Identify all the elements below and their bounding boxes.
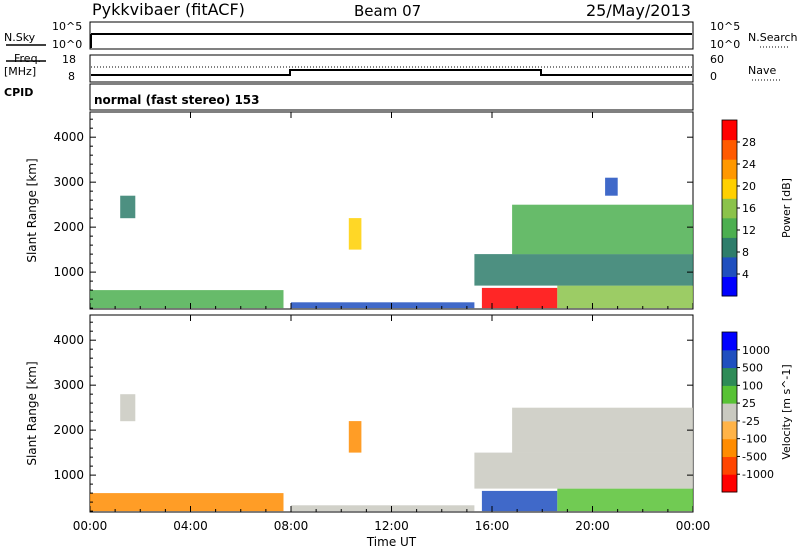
xtick-label-3: 12:00 <box>374 519 409 533</box>
power-panel-region-2 <box>481 287 558 309</box>
ytick-label-0-4000: 4000 <box>53 130 84 144</box>
power-panel-region-4 <box>474 254 693 286</box>
power-panel-region-3 <box>557 285 693 309</box>
velocity-panel-region-3 <box>557 488 693 512</box>
colorbar-1-swatch-7 <box>722 349 737 369</box>
colorbar-1-tick-label-0: 1000 <box>742 344 770 357</box>
nsearch-tick-high: 10^5 <box>710 20 741 33</box>
power-colorbar: 28 24 20 16 12 8 4 Power [dB] <box>721 119 793 297</box>
colorbar-0-tick-label-4: 12 <box>742 224 756 237</box>
ytick-label-1-2000: 2000 <box>53 423 84 437</box>
nsearch-label: N.Search <box>748 31 798 44</box>
velocity-panel-region-5 <box>512 407 693 453</box>
freq-tick-low: 8 <box>68 70 75 83</box>
xtick-label-1: 04:00 <box>173 519 208 533</box>
colorbar-0-swatch-0 <box>722 276 737 297</box>
colorbar-1-swatch-1 <box>722 456 737 475</box>
colorbar-0-swatch-7 <box>722 139 737 160</box>
colorbar-0-tick-label-2: 20 <box>742 180 756 193</box>
ytick-label-0-2000: 2000 <box>53 220 84 234</box>
plot-axes: 1000 2000 3000 4000 Slant Range [km] 1000 2000… <box>25 112 710 549</box>
colorbar-1-tick-label-1: 500 <box>742 362 763 375</box>
colorbar-0-label: Power [dB] <box>780 178 793 238</box>
velocity-data-regions <box>90 394 693 512</box>
colorbar-1-frame <box>721 331 738 493</box>
power-panel-region-5 <box>512 204 693 255</box>
power-panel-region-8 <box>605 177 618 196</box>
velocity-panel-region-4 <box>474 452 693 489</box>
colorbar-1-swatch-4 <box>722 403 737 422</box>
colorbar-1-swatch-6 <box>722 367 737 386</box>
velocity-panel-region-6 <box>120 394 136 422</box>
nsky-tick-high: 10^5 <box>52 20 83 33</box>
cpid-panel-frame <box>89 83 694 111</box>
power-panel-region-0 <box>90 290 284 309</box>
colorbar-0-swatch-4 <box>722 198 737 219</box>
colorbar-1-swatch-8 <box>722 332 737 351</box>
colorbar-1-tick-label-5: -100 <box>742 433 767 446</box>
nsearch-tick-low: 10^0 <box>710 38 741 51</box>
colorbar-0-swatch-5 <box>722 178 737 199</box>
ytick-label-1-1000: 1000 <box>53 468 84 482</box>
colorbar-0-tick-label-0: 28 <box>742 136 756 149</box>
nsky-tick-low: 10^0 <box>52 38 83 51</box>
radar-title: Pykkvibaer (fitACF) <box>92 0 245 19</box>
freq-unit: [MHz] <box>4 65 37 78</box>
velocity-panel-region-1 <box>291 505 475 512</box>
ytick-label-1-4000: 4000 <box>53 333 84 347</box>
colorbar-1-swatch-3 <box>722 420 737 440</box>
colorbar-1-label: Velocity [m s^-1] <box>780 364 793 459</box>
colorbar-1-swatch-2 <box>722 438 737 457</box>
ytick-label-0-3000: 3000 <box>53 175 84 189</box>
xtick-label-2: 08:00 <box>274 519 309 533</box>
date-label: 25/May/2013 <box>586 1 691 20</box>
colorbar-1-swatch-5 <box>722 385 737 404</box>
ylabel-1: Slant Range [km] <box>25 361 39 465</box>
colorbar-0-tick-label-3: 16 <box>742 202 756 215</box>
colorbar-0-tick-label-1: 24 <box>742 158 756 171</box>
colorbar-1-swatch-0 <box>722 474 737 493</box>
power-panel-region-1 <box>291 302 475 309</box>
xtick-label-0: 00:00 <box>73 519 108 533</box>
colorbar-0-swatch-1 <box>722 256 737 277</box>
ylabel-0: Slant Range [km] <box>25 158 39 262</box>
ytick-label-0-1000: 1000 <box>53 265 84 279</box>
power-data-regions <box>90 177 693 309</box>
colorbar-0-swatch-8 <box>722 120 737 141</box>
nave-label: Nave <box>748 64 777 77</box>
colorbar-1-tick-label-2: 100 <box>742 379 763 392</box>
freq-tick-high: 18 <box>62 53 76 66</box>
colorbar-0-tick-label-5: 8 <box>742 246 749 259</box>
colorbar-0-tick-label-6: 4 <box>742 268 749 281</box>
xtick-label-6: 00:00 <box>676 519 711 533</box>
colorbar-0-swatch-3 <box>722 217 737 238</box>
freq-trace <box>91 69 692 76</box>
nave-tick-low: 0 <box>710 70 717 83</box>
velocity-panel-region-2 <box>481 490 558 512</box>
beam-label: Beam 07 <box>354 2 422 20</box>
xtick-label-5: 20:00 <box>575 519 610 533</box>
colorbar-1-tick-label-3: 25 <box>742 397 756 410</box>
velocity-panel-region-7 <box>348 421 362 453</box>
ytick-label-1-3000: 3000 <box>53 378 84 392</box>
freq-panel-frame <box>89 54 694 83</box>
colorbar-0-swatch-6 <box>722 159 737 180</box>
cpid-label: CPID <box>4 86 34 99</box>
colorbar-0-swatch-2 <box>722 237 737 258</box>
nsky-panel-frame <box>89 21 694 50</box>
velocity-panel-region-0 <box>90 493 284 512</box>
nsky-label: N.Sky <box>4 31 36 44</box>
power-panel-region-6 <box>120 195 136 219</box>
xlabel: Time UT <box>366 535 417 549</box>
xtick-label-4: 16:00 <box>475 519 510 533</box>
colorbar-1-tick-label-7: -1000 <box>742 468 774 481</box>
colorbar-1-tick-label-4: -25 <box>742 415 760 428</box>
velocity-colorbar: 1000 500 100 25 -25 -100 -500 -1000 Velocity [m … <box>721 331 793 493</box>
power-panel-region-7 <box>348 218 362 250</box>
nave-tick-high: 60 <box>710 53 724 66</box>
colorbar-1-tick-label-6: -500 <box>742 450 767 463</box>
cpid-text: normal (fast stereo) 153 <box>94 93 260 107</box>
